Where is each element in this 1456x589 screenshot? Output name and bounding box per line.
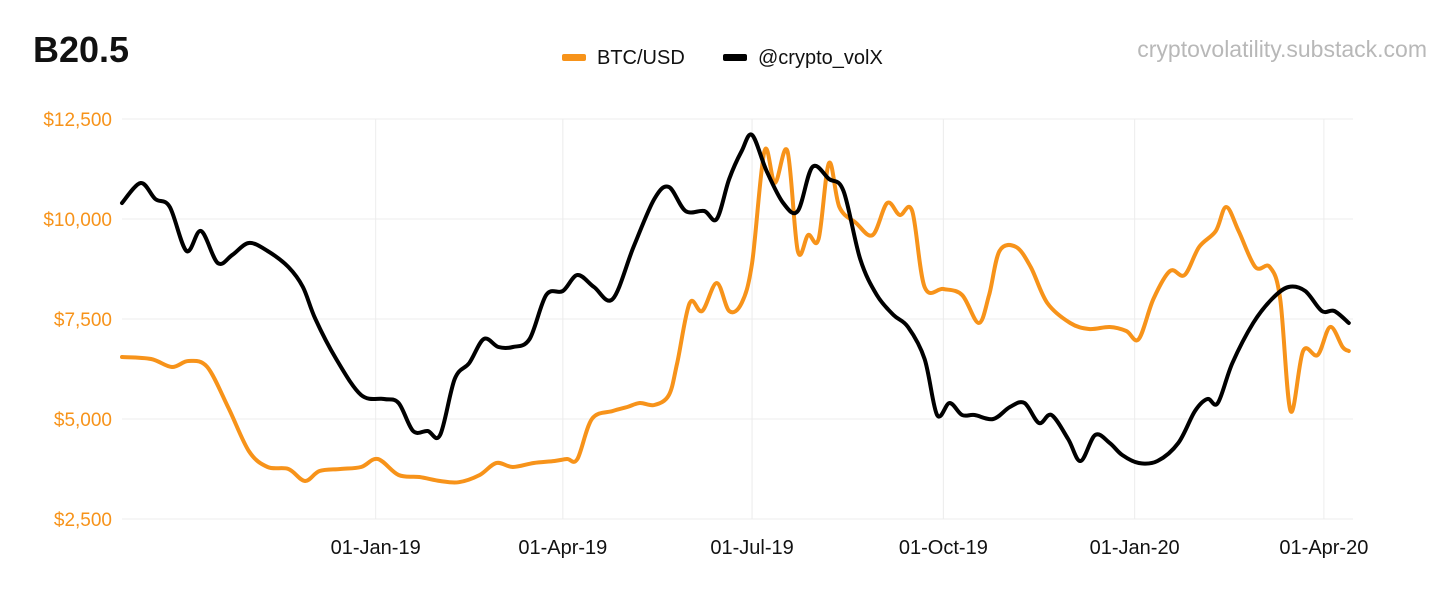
y-tick-label: $2,500: [54, 510, 112, 531]
y-tick-label: $5,000: [54, 410, 112, 431]
y-axis: $2,500 $5,000 $7,500 $10,000 $12,500: [43, 110, 112, 531]
legend: BTC/USD @crypto_volX: [562, 47, 883, 69]
legend-label-vol: @crypto_volX: [758, 47, 883, 69]
x-tick-label: 01-Jan-20: [1090, 537, 1180, 559]
btc-usd-line: [120, 146, 1351, 485]
grid: [122, 118, 1353, 520]
y-tick-label: $12,500: [43, 110, 112, 131]
chart-title: B20.5: [33, 29, 129, 70]
x-tick-label: 01-Oct-19: [899, 537, 988, 559]
legend-swatch-vol: [723, 54, 747, 61]
x-tick-label: 01-Jul-19: [710, 537, 793, 559]
y-tick-label: $7,500: [54, 310, 112, 331]
x-tick-label: 01-Apr-20: [1279, 537, 1368, 559]
watermark: cryptovolatility.substack.com: [1137, 36, 1427, 62]
legend-label-btc: BTC/USD: [597, 47, 685, 69]
crypto-volx-line: [120, 132, 1351, 466]
y-tick-label: $10,000: [43, 210, 112, 231]
x-axis: 01-Jan-19 01-Apr-19 01-Jul-19 01-Oct-19 01-J…: [331, 537, 1369, 559]
x-tick-label: 01-Jan-19: [331, 537, 421, 559]
legend-swatch-btc: [562, 54, 586, 61]
x-tick-label: 01-Apr-19: [518, 537, 607, 559]
series: [120, 132, 1351, 485]
